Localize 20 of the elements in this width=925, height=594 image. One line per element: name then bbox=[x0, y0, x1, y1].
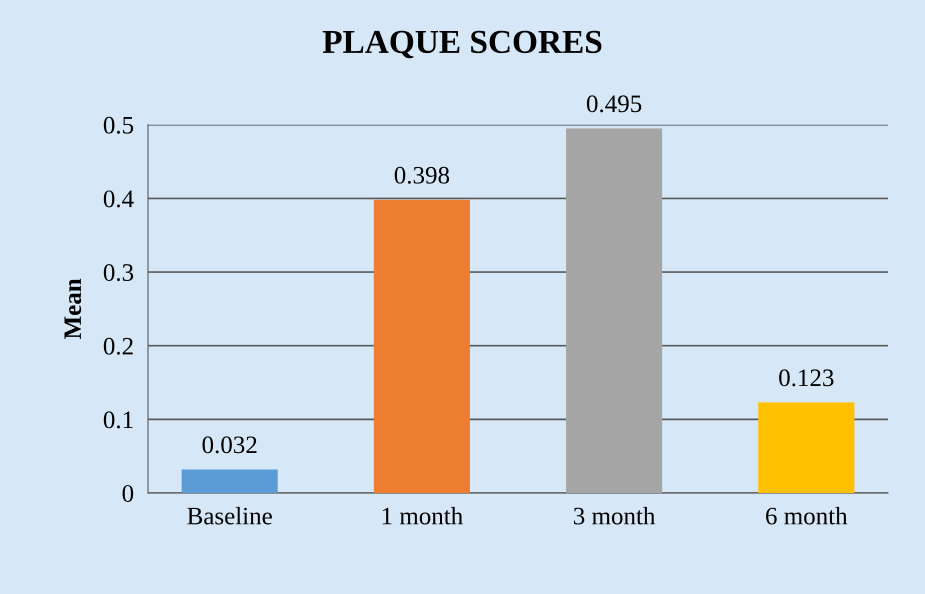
x-tick-label: Baseline bbox=[187, 506, 272, 525]
bar bbox=[758, 402, 854, 494]
y-axis-title: Mean bbox=[64, 278, 82, 340]
data-label: 0.032 bbox=[202, 436, 256, 454]
y-tick-label: 0 bbox=[122, 485, 134, 502]
data-label: 0.123 bbox=[779, 369, 834, 386]
x-tick-label: 6 month bbox=[766, 506, 848, 525]
data-label: 0.495 bbox=[586, 95, 642, 112]
x-tick-label: 1 month bbox=[382, 506, 463, 525]
x-tick-label: 3 month bbox=[574, 506, 656, 525]
chart-title: PLAQUE SCORES bbox=[322, 30, 602, 58]
y-tick-label: 0.4 bbox=[104, 190, 134, 208]
data-label: 0.398 bbox=[394, 166, 450, 184]
y-tick-label: 0.5 bbox=[104, 116, 134, 134]
y-tick-label: 0.1 bbox=[104, 411, 133, 428]
bar bbox=[566, 128, 662, 494]
bar bbox=[182, 469, 278, 494]
y-tick-label: 0.3 bbox=[104, 264, 134, 282]
bar bbox=[374, 200, 470, 494]
y-tick-label: 0.2 bbox=[104, 338, 133, 355]
